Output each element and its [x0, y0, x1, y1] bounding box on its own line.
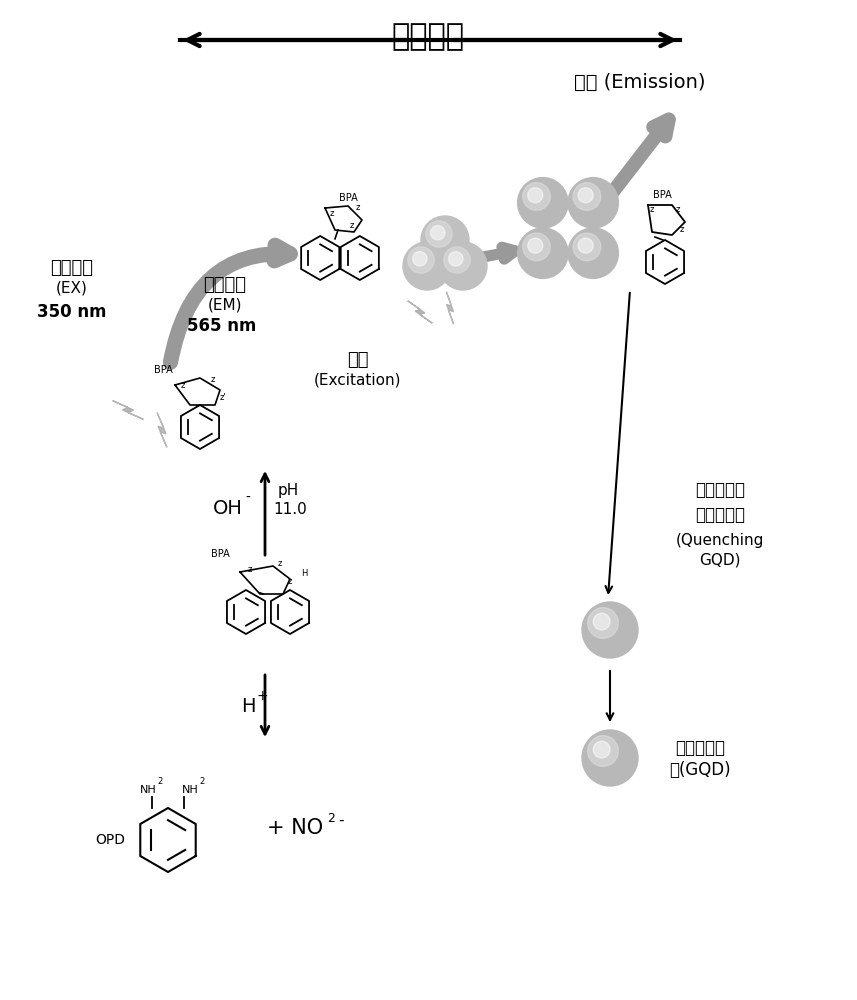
Text: BPA: BPA: [339, 193, 357, 203]
Text: z: z: [181, 381, 185, 390]
Text: 墨烯量子点: 墨烯量子点: [695, 506, 745, 524]
Text: z: z: [650, 206, 654, 215]
Text: 发射 (Emission): 发射 (Emission): [574, 73, 706, 92]
Circle shape: [573, 183, 601, 210]
Circle shape: [523, 183, 550, 210]
Text: z: z: [278, 560, 282, 568]
Text: z: z: [211, 375, 215, 384]
Text: GQD): GQD): [699, 552, 740, 568]
Text: z: z: [330, 209, 334, 218]
Text: -: -: [246, 491, 250, 505]
Circle shape: [573, 233, 601, 261]
Circle shape: [578, 238, 593, 253]
Circle shape: [593, 741, 610, 758]
Text: (Quenching: (Quenching: [676, 532, 764, 548]
Text: 2: 2: [200, 776, 205, 786]
Text: 发射波长: 发射波长: [203, 276, 247, 294]
Circle shape: [582, 730, 638, 786]
Text: 11.0: 11.0: [273, 502, 307, 518]
Text: 2: 2: [327, 812, 335, 824]
Circle shape: [528, 238, 542, 253]
Circle shape: [528, 188, 542, 203]
Text: H: H: [301, 570, 307, 578]
Circle shape: [412, 252, 427, 266]
Text: OH: OH: [213, 498, 243, 518]
Text: z: z: [288, 578, 292, 586]
Circle shape: [568, 178, 619, 228]
Text: z: z: [676, 206, 680, 215]
Text: BPA: BPA: [153, 365, 172, 375]
FancyArrowPatch shape: [596, 119, 668, 213]
Polygon shape: [112, 401, 143, 419]
Text: NH: NH: [182, 785, 198, 795]
FancyArrowPatch shape: [481, 247, 515, 259]
Circle shape: [408, 247, 434, 273]
Circle shape: [421, 216, 469, 264]
Circle shape: [426, 221, 452, 247]
Text: +: +: [256, 689, 267, 703]
Polygon shape: [408, 301, 432, 323]
Text: 石墨烯量子: 石墨烯量子: [675, 739, 725, 757]
Circle shape: [568, 228, 619, 278]
Text: + NO: + NO: [267, 818, 323, 838]
Circle shape: [588, 608, 619, 638]
Text: 激发波长: 激发波长: [51, 259, 93, 277]
Text: z: z: [356, 204, 360, 213]
Text: H: H: [241, 696, 255, 716]
FancyArrowPatch shape: [171, 245, 291, 362]
Text: z': z': [219, 393, 226, 402]
Circle shape: [578, 188, 593, 203]
Polygon shape: [446, 292, 453, 324]
Circle shape: [523, 233, 550, 261]
Text: pH: pH: [278, 483, 298, 497]
Text: 激发: 激发: [347, 351, 369, 369]
Circle shape: [448, 252, 463, 266]
Text: 点(GQD): 点(GQD): [669, 761, 731, 779]
Circle shape: [444, 247, 470, 273]
Circle shape: [518, 228, 568, 278]
Circle shape: [430, 226, 445, 240]
Circle shape: [439, 242, 487, 290]
Text: -: -: [339, 812, 344, 828]
Text: (Excitation): (Excitation): [315, 372, 402, 387]
Text: z: z: [350, 222, 354, 231]
Text: 350 nm: 350 nm: [37, 303, 107, 321]
Text: BPA: BPA: [211, 549, 230, 559]
Circle shape: [403, 242, 451, 290]
Text: NH: NH: [140, 785, 156, 795]
Circle shape: [588, 736, 619, 766]
Text: (EM): (EM): [207, 298, 243, 312]
Text: 565 nm: 565 nm: [188, 317, 257, 335]
Text: 荧光焐灯石: 荧光焐灯石: [695, 481, 745, 499]
Text: z: z: [680, 226, 684, 234]
Circle shape: [593, 613, 610, 630]
Text: (EX): (EX): [56, 280, 88, 296]
Text: BPA: BPA: [653, 190, 671, 200]
Circle shape: [582, 602, 638, 658]
Polygon shape: [157, 413, 167, 447]
Text: OPD: OPD: [95, 833, 125, 847]
Text: 荧光强度: 荧光强度: [392, 22, 464, 51]
Text: 2: 2: [158, 776, 163, 786]
Circle shape: [518, 178, 568, 228]
Text: z: z: [248, 564, 252, 574]
